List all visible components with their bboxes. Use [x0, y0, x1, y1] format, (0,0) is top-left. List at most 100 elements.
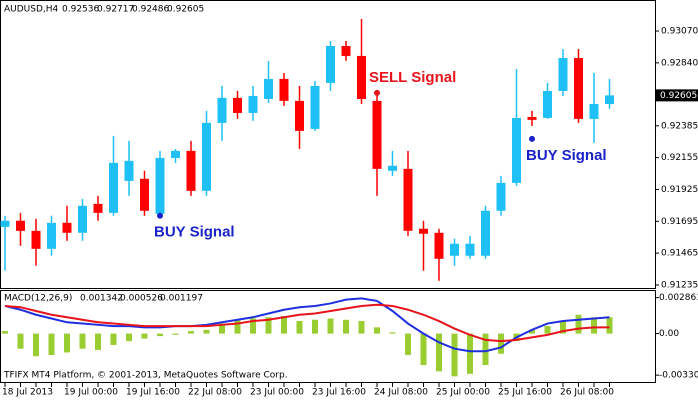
candle-body	[295, 100, 304, 131]
x-tick-label: 19 Jul 00:00	[64, 388, 118, 398]
candle-body	[62, 222, 72, 233]
candle-body	[388, 165, 397, 171]
macd-bar	[436, 333, 442, 372]
macd-bar	[157, 333, 163, 337]
candle-body	[496, 182, 506, 211]
candle-body	[155, 157, 165, 214]
macd-bar	[250, 318, 256, 334]
macd-bar	[17, 333, 24, 349]
candle-body	[465, 243, 475, 256]
candle-body	[171, 150, 180, 158]
macd-bar	[467, 333, 473, 374]
y-tick-label: 0.00	[659, 329, 679, 339]
signal-dot	[157, 212, 163, 219]
candle-body	[248, 95, 258, 113]
candle-body	[326, 45, 335, 83]
macd-line	[4, 303, 610, 343]
footer: TFIFX MT4 Platform, © 2001-2013, MetaQuo…	[3, 371, 288, 381]
macd-bar	[188, 331, 194, 334]
signal-dot	[529, 135, 535, 142]
macd-header-value: 0.001197	[160, 294, 203, 304]
main-pane	[0, 0, 656, 289]
macd-bar	[64, 333, 70, 353]
macd-bar	[126, 333, 132, 342]
macd-bar	[312, 319, 318, 334]
macd-bar	[2, 331, 8, 334]
candle-body	[47, 222, 56, 249]
candle-body	[264, 78, 273, 99]
candle-body	[419, 228, 428, 234]
macd-pane	[0, 290, 656, 383]
candle-body	[512, 117, 521, 183]
x-tick-label: 19 Jul 16:00	[126, 388, 180, 398]
macd-bar	[203, 329, 210, 334]
candle-body	[372, 100, 382, 169]
macd-bar	[48, 333, 55, 355]
candle-body	[450, 243, 459, 256]
macd-bar	[575, 314, 582, 334]
macd-bar	[591, 317, 597, 334]
y-tick-label: 0.91925	[661, 185, 698, 195]
header-value: 0.92717	[97, 5, 134, 15]
candle-body	[434, 232, 444, 259]
x-tick-label: 23 Jul 16:00	[312, 388, 366, 398]
x-tick-label: 25 Jul 16:00	[498, 388, 552, 398]
macd-line	[4, 297, 610, 353]
macd-title: MACD(12,26,9)	[4, 294, 72, 304]
macd-bar	[389, 332, 396, 334]
y-tick-label: 0.91695	[661, 217, 698, 227]
macd-bar	[141, 333, 148, 339]
macd-header-value: 0.001342	[80, 294, 123, 304]
macd-bar	[482, 333, 489, 366]
candle-body	[357, 55, 366, 99]
macd-bar	[498, 333, 504, 354]
macd-bar	[374, 327, 380, 334]
candle-body	[140, 178, 149, 211]
macd-bar	[405, 333, 411, 355]
candle-body	[481, 210, 490, 256]
macd-bar	[265, 317, 272, 334]
macd-bar	[606, 317, 613, 334]
candle-body	[279, 78, 289, 101]
y-tick-label: 0.002861	[659, 293, 698, 303]
y-tick-label: 0.92385	[661, 121, 698, 131]
header-value: 0.92605	[167, 5, 204, 15]
signal-label: BUY Signal	[526, 147, 607, 164]
macd-bar	[420, 333, 427, 366]
macd-bar	[544, 326, 551, 334]
macd-bar	[529, 329, 535, 334]
x-tick-label: 22 Jul 08:00	[188, 388, 242, 398]
macd-bar	[95, 333, 101, 350]
signal-label: BUY Signal	[154, 224, 235, 241]
candle-body	[403, 168, 413, 231]
candle-body	[0, 220, 10, 227]
candle-body	[527, 116, 537, 120]
x-tick-label: 23 Jul 00:00	[250, 388, 304, 398]
y-tick-label: 0.91235	[661, 280, 698, 290]
candle-body	[543, 90, 552, 118]
candle-body	[233, 97, 242, 113]
macd-bar	[281, 316, 287, 334]
candle-body	[93, 203, 103, 213]
macd-bar	[560, 321, 566, 334]
candle-body	[109, 162, 118, 213]
macd-header-value: 0.000526	[120, 294, 163, 304]
candle-body	[16, 220, 25, 231]
x-tick-label: 25 Jul 00:00	[436, 388, 490, 398]
macd-bar	[172, 333, 179, 335]
candle-body	[341, 45, 351, 56]
macd-bar	[219, 323, 225, 334]
macd-bar	[296, 321, 303, 334]
y-tick-label: 0.91465	[661, 249, 698, 259]
candle-body	[124, 160, 134, 181]
candle-body	[605, 95, 614, 104]
macd-bar	[234, 319, 241, 334]
header-value: 0.92486	[132, 5, 169, 15]
signal-label: SELL Signal	[369, 69, 456, 86]
macd-bar	[327, 318, 334, 334]
x-tick-label: 24 Jul 08:00	[374, 388, 428, 398]
header-value: 0.92536	[62, 5, 99, 15]
candle-body	[558, 58, 568, 91]
